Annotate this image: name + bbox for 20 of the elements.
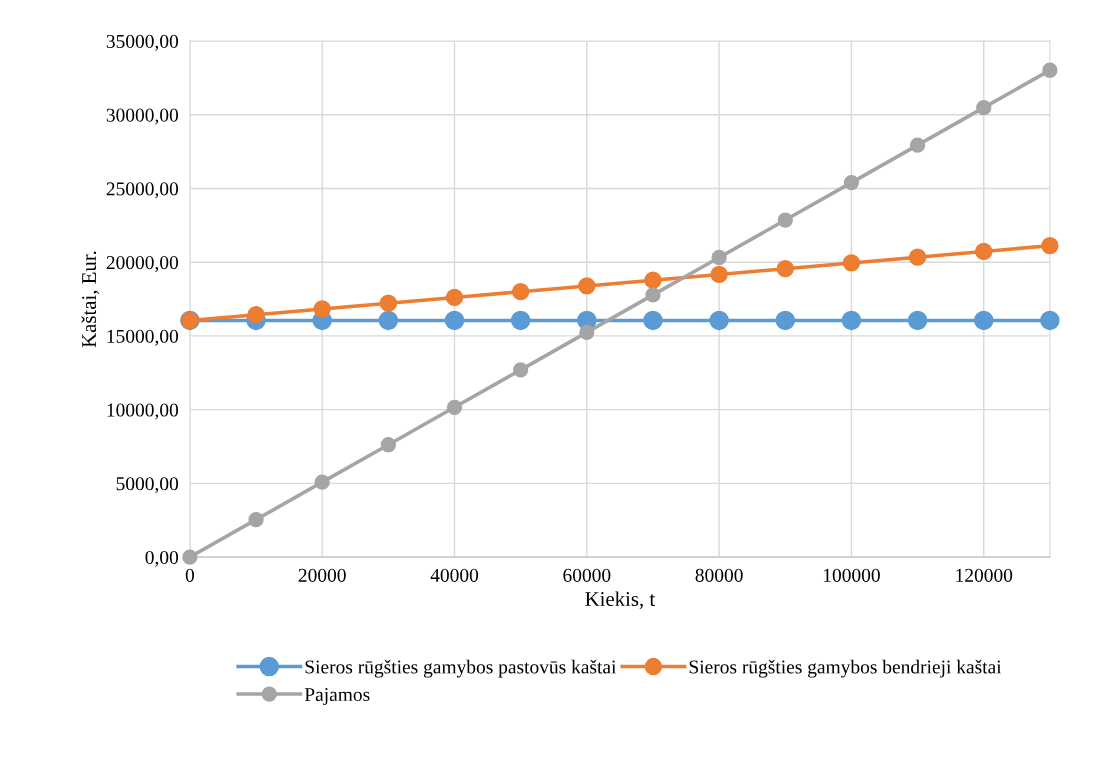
x-tick-label: 60000 bbox=[563, 568, 611, 582]
y-tick-label: 15000,00 bbox=[107, 329, 179, 346]
legend-label: Sieros rūgšties gamybos pastovūs kaštai bbox=[305, 659, 617, 678]
y-tick-label: 25000,00 bbox=[106, 182, 179, 199]
y-tick-label: 10000,00 bbox=[107, 403, 179, 420]
x-tick-label: 0 bbox=[185, 568, 195, 582]
x-tick-label: 80000 bbox=[695, 568, 743, 582]
x-tick-label: 100000 bbox=[823, 568, 880, 582]
y-tick-label: 20000,00 bbox=[106, 256, 179, 272]
y-tick-label: 0,00 bbox=[145, 550, 179, 567]
legend-label: Sieros rūgšties gamybos bendrieji kaštai bbox=[689, 659, 1002, 678]
x-tick-label: 40000 bbox=[430, 568, 479, 582]
y-tick-label: 30000,00 bbox=[106, 108, 179, 125]
x-tick-label: 20000 bbox=[298, 568, 346, 582]
x-tick-label: 120000 bbox=[956, 568, 1013, 582]
y-tick-label: 35000,00 bbox=[106, 34, 179, 51]
y-axis-title: Kaštai, Eur. bbox=[81, 251, 100, 348]
x-axis-title: Kiekis, t bbox=[585, 591, 656, 610]
y-tick-label: 5000,00 bbox=[116, 477, 179, 494]
legend-label: Pajamos bbox=[304, 687, 370, 706]
